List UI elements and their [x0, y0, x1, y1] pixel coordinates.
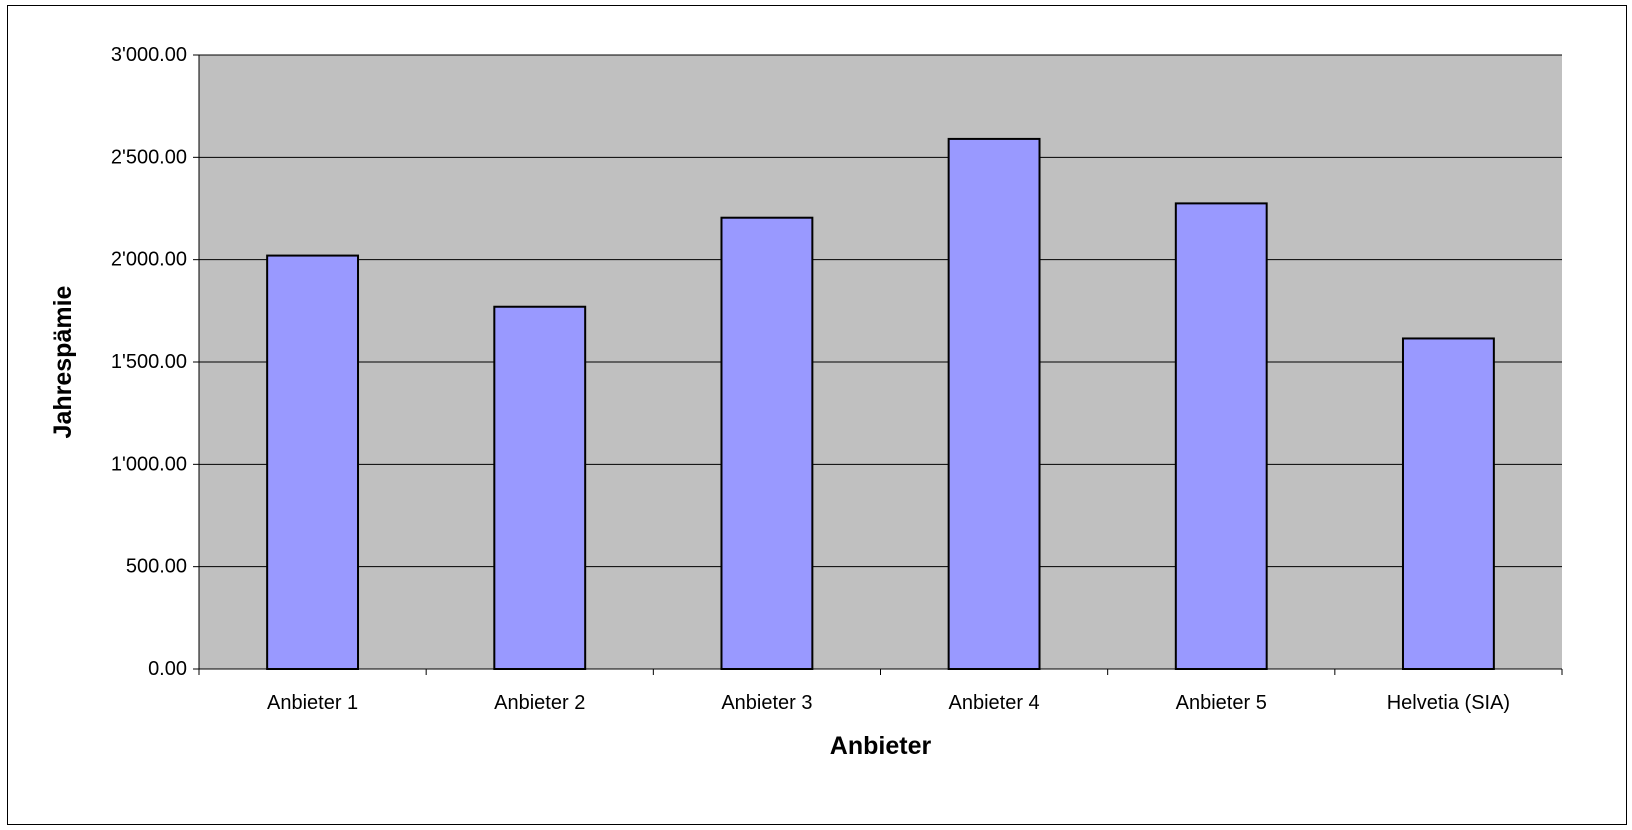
x-tick-label: Anbieter 3: [721, 692, 812, 714]
bar-2: [493, 305, 587, 670]
y-tick-label: 2'500.00: [111, 146, 187, 168]
y-tick-label: 500.00: [126, 556, 187, 578]
bar-1: [266, 254, 360, 670]
x-tick-label: Anbieter 4: [948, 692, 1039, 714]
bar-4: [947, 137, 1041, 670]
x-tick-label: Anbieter 1: [267, 692, 358, 714]
chart-area: 0.00 500.00 1'000.00 1'500.00 2'000.00 2'500.…: [7, 5, 1627, 825]
gridlines: [199, 54, 1562, 568]
x-axis-title: Anbieter: [830, 732, 932, 760]
x-tick-labels: Anbieter 1 Anbieter 2 Anbieter 3 Anbieter 4…: [267, 692, 1510, 714]
y-tick-label: 2'000.00: [111, 249, 187, 271]
y-tick-label: 1'500.00: [111, 351, 187, 373]
bars: [266, 137, 1495, 671]
x-tick-label: Anbieter 2: [494, 692, 585, 714]
y-tick-label: 0.00: [148, 658, 187, 680]
y-tick-label: 3'000.00: [111, 44, 187, 66]
bar-6: [1401, 337, 1495, 670]
x-tick-label: Anbieter 5: [1176, 692, 1267, 714]
y-tick-labels: 0.00 500.00 1'000.00 1'500.00 2'000.00 2'500.…: [111, 44, 187, 680]
axes: [193, 54, 1563, 675]
bar-chart: 0.00 500.00 1'000.00 1'500.00 2'000.00 2'500.…: [49, 44, 1563, 760]
y-axis-title: Jahrespämie: [49, 285, 77, 438]
x-tick-label: Helvetia (SIA): [1387, 692, 1510, 714]
y-tick-label: 1'000.00: [111, 453, 187, 475]
bar-5: [1174, 202, 1268, 670]
bar-3: [720, 216, 814, 671]
